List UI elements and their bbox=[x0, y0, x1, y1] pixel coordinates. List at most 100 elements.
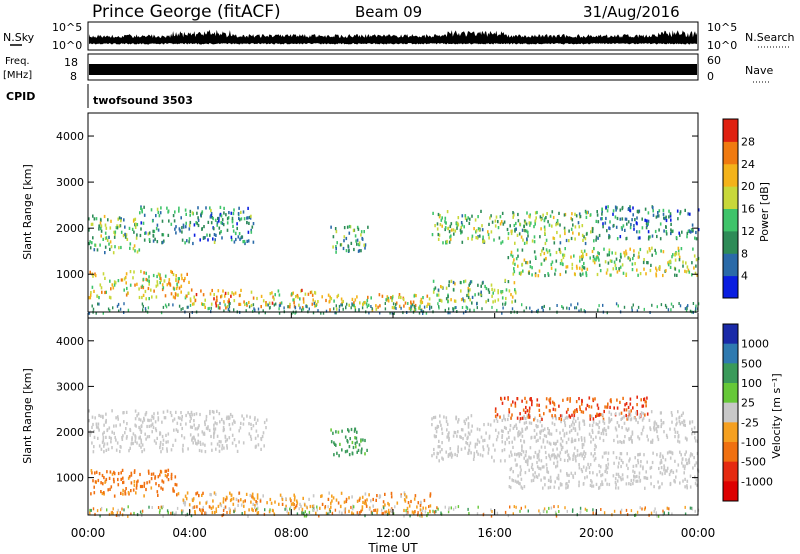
heatmap-cell bbox=[591, 229, 594, 234]
heatmap-cell bbox=[89, 270, 91, 274]
heatmap-cell bbox=[391, 510, 393, 513]
heatmap-cell bbox=[526, 462, 529, 467]
heatmap-cell bbox=[435, 455, 438, 459]
heatmap-cell bbox=[555, 512, 557, 516]
heatmap-cell bbox=[628, 256, 631, 260]
heatmap-cell bbox=[144, 231, 147, 235]
heatmap-cell bbox=[236, 449, 239, 453]
freq-left-tick-bottom: 8 bbox=[70, 70, 77, 83]
heatmap-cell bbox=[236, 222, 238, 226]
heatmap-cell bbox=[538, 413, 541, 417]
heatmap-cell bbox=[278, 311, 281, 315]
heatmap-cell bbox=[311, 504, 314, 508]
heatmap-cell bbox=[241, 235, 243, 239]
heatmap-cell bbox=[666, 451, 669, 455]
heatmap-cell bbox=[218, 216, 220, 221]
heatmap-cell bbox=[597, 220, 600, 224]
heatmap-cell bbox=[583, 309, 585, 313]
heatmap-cell bbox=[182, 223, 185, 227]
heatmap-cell bbox=[575, 459, 577, 463]
heatmap-cell bbox=[574, 438, 576, 442]
heatmap-cell bbox=[616, 270, 619, 274]
heatmap-cell bbox=[510, 450, 512, 454]
heatmap-cell bbox=[88, 242, 91, 246]
heatmap-cell bbox=[88, 311, 91, 315]
heatmap-cell bbox=[204, 305, 206, 309]
heatmap-cell bbox=[514, 289, 517, 294]
heatmap-cell bbox=[452, 280, 455, 285]
heatmap-cell bbox=[499, 459, 502, 463]
heatmap-cell bbox=[233, 308, 235, 312]
heatmap-cell bbox=[556, 304, 558, 307]
heatmap-cell bbox=[240, 421, 242, 425]
heatmap-cell bbox=[214, 427, 217, 431]
heatmap-cell bbox=[107, 447, 110, 451]
heatmap-cell bbox=[528, 271, 530, 275]
heatmap-cell bbox=[96, 248, 99, 252]
heatmap-cell bbox=[630, 417, 633, 421]
heatmap-cell bbox=[139, 484, 142, 489]
heatmap-cell bbox=[252, 309, 254, 313]
heatmap-cell bbox=[159, 443, 162, 447]
heatmap-cell bbox=[308, 497, 310, 501]
heatmap-cell bbox=[601, 209, 603, 213]
colorbar-tick-label: -1000 bbox=[741, 475, 773, 488]
heatmap-cell bbox=[555, 465, 557, 469]
heatmap-cell bbox=[533, 225, 535, 229]
heatmap-cell bbox=[358, 241, 361, 245]
heatmap-cell bbox=[619, 252, 622, 256]
heatmap-cell bbox=[215, 301, 217, 305]
heatmap-cell bbox=[228, 436, 231, 440]
heatmap-cell bbox=[467, 431, 470, 435]
heatmap-cell bbox=[273, 303, 275, 307]
heatmap-cell bbox=[574, 419, 577, 423]
heatmap-cell bbox=[359, 301, 361, 305]
heatmap-cell bbox=[501, 434, 504, 438]
heatmap-cell bbox=[655, 215, 658, 219]
heatmap-cell bbox=[487, 288, 490, 292]
heatmap-cell bbox=[632, 464, 635, 468]
heatmap-cell bbox=[449, 453, 451, 457]
heatmap-cell bbox=[199, 442, 202, 446]
heatmap-cell bbox=[365, 504, 368, 508]
heatmap-cell bbox=[211, 410, 214, 414]
heatmap-cell bbox=[405, 509, 407, 513]
heatmap-cell bbox=[213, 427, 215, 431]
heatmap-cell bbox=[693, 266, 695, 270]
heatmap-cell bbox=[337, 501, 340, 505]
heatmap-cell bbox=[113, 230, 115, 234]
heatmap-cell bbox=[350, 306, 352, 310]
heatmap-cell bbox=[143, 418, 146, 422]
heatmap-cell bbox=[283, 306, 285, 310]
heatmap-cell bbox=[504, 459, 506, 463]
heatmap-cell bbox=[598, 263, 601, 267]
heatmap-cell bbox=[529, 265, 532, 269]
heatmap-cell bbox=[98, 472, 101, 476]
heatmap-cell bbox=[88, 296, 91, 300]
heatmap-cell bbox=[240, 288, 242, 292]
heatmap-cell bbox=[140, 424, 142, 429]
heatmap-cell bbox=[581, 442, 584, 447]
heatmap-cell bbox=[232, 502, 235, 506]
heatmap-cell bbox=[405, 495, 408, 499]
heatmap-cell bbox=[656, 430, 658, 434]
heatmap-cell bbox=[347, 440, 349, 444]
heatmap-cell bbox=[694, 309, 697, 313]
heatmap-cell bbox=[558, 211, 560, 215]
heatmap-cell bbox=[370, 296, 372, 300]
heatmap-cell bbox=[613, 509, 616, 513]
heatmap-cell bbox=[542, 247, 545, 251]
heatmap-cell bbox=[501, 440, 504, 444]
heatmap-cell bbox=[446, 428, 448, 432]
heatmap-cell bbox=[413, 294, 416, 298]
heatmap-cell bbox=[238, 232, 241, 236]
heatmap-cell bbox=[439, 420, 441, 424]
heatmap-cell bbox=[484, 284, 486, 289]
heatmap-cell bbox=[166, 283, 169, 287]
heatmap-cell bbox=[583, 450, 585, 454]
heatmap-cell bbox=[120, 278, 123, 282]
heatmap-cell bbox=[108, 512, 111, 516]
heatmap-cell bbox=[148, 238, 151, 242]
heatmap-cell bbox=[464, 421, 466, 426]
heatmap-cell bbox=[504, 510, 507, 514]
